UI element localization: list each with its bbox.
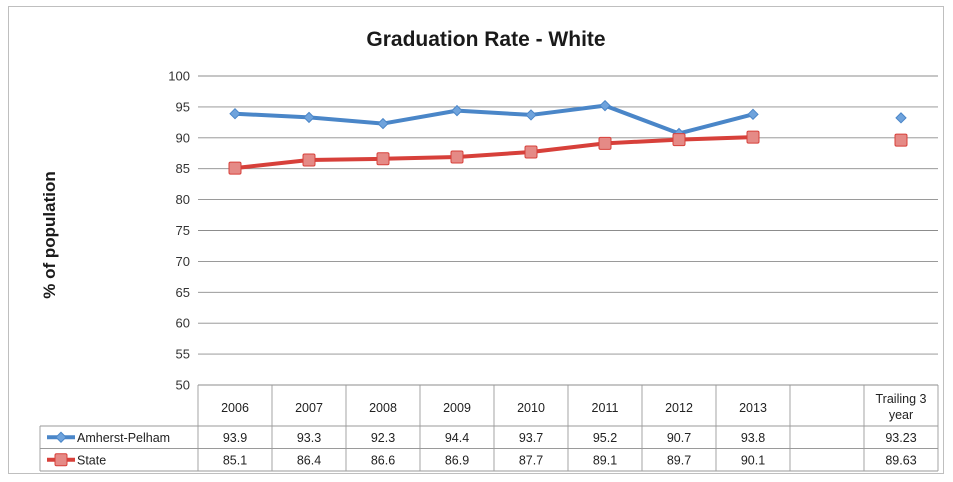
legend-label: State [77, 453, 106, 467]
series-marker [302, 153, 316, 167]
x-category-label: 2013 [739, 401, 767, 415]
data-table-value: 86.6 [371, 453, 395, 467]
data-table-value: 89.7 [667, 453, 691, 467]
series-marker [525, 109, 537, 121]
chart-frame: Graduation Rate - White % of population … [8, 6, 944, 474]
data-table: 2006 2007 2008 2009 2010 2011 2012 2013 Trailing… [39, 385, 939, 472]
line-chart: Graduation Rate - White % of population … [39, 28, 939, 472]
y-tick-label: 70 [176, 254, 190, 269]
x-category-label: 2009 [443, 401, 471, 415]
x-category-label: 2011 [592, 401, 619, 415]
series-marker [672, 133, 686, 147]
x-category-label: 2012 [665, 401, 693, 415]
series-marker [598, 136, 612, 150]
data-table-value: 93.8 [741, 431, 765, 445]
series-marker [747, 108, 759, 121]
y-tick-label: 55 [176, 347, 190, 362]
y-axis-label: % of population [40, 171, 59, 298]
series-lines [228, 99, 908, 175]
series-marker [55, 431, 67, 443]
data-table-value: 90.7 [667, 431, 691, 445]
data-table-value: 86.4 [297, 453, 321, 467]
data-table-value: 85.1 [223, 453, 247, 467]
x-category-label: 2010 [517, 401, 545, 415]
data-table-value: 90.1 [741, 453, 765, 467]
series-marker [54, 453, 68, 467]
data-table-value: 93.9 [223, 431, 247, 445]
y-tick-label: 75 [176, 223, 190, 238]
y-tick-label: 95 [176, 99, 190, 114]
series-marker [450, 150, 464, 164]
data-table-value: 93.7 [519, 431, 543, 445]
x-category-label: 2007 [295, 401, 323, 415]
series-marker [228, 161, 242, 175]
series-state [228, 130, 908, 175]
legend-label: Amherst-Pelham [77, 431, 170, 445]
series-line [233, 103, 755, 136]
series-marker [377, 117, 389, 130]
data-table-value: 89.63 [885, 453, 916, 467]
x-category-label: year [889, 408, 913, 422]
y-axis-ticks: 50 55 60 65 70 75 80 85 90 95 100 [168, 69, 190, 393]
series-marker [376, 152, 390, 166]
data-table-value: 89.1 [593, 453, 617, 467]
y-tick-label: 85 [176, 161, 190, 176]
x-category-label: 2008 [369, 401, 397, 415]
series-marker [524, 145, 538, 159]
y-tick-label: 100 [168, 69, 190, 84]
chart-title: Graduation Rate - White [366, 28, 605, 51]
y-tick-label: 60 [176, 316, 190, 331]
y-tick-label: 80 [176, 192, 190, 207]
series-marker [303, 111, 315, 124]
series-marker [895, 112, 907, 124]
y-tick-label: 90 [176, 130, 190, 145]
data-table-value: 86.9 [445, 453, 469, 467]
y-tick-label: 65 [176, 285, 190, 300]
data-table-value: 87.7 [519, 453, 543, 467]
gridlines [198, 75, 938, 386]
x-category-label: 2006 [221, 401, 249, 415]
data-table-value: 93.3 [297, 431, 321, 445]
data-table-value: 94.4 [445, 431, 469, 445]
y-tick-label: 50 [176, 378, 190, 393]
data-table-value: 95.2 [593, 431, 617, 445]
series-marker [599, 99, 611, 112]
series-marker [229, 107, 241, 120]
series-amherst-pelham [229, 99, 907, 140]
series-marker [894, 133, 908, 147]
series-marker [451, 104, 463, 117]
x-category-label: Trailing 3 [876, 392, 927, 406]
data-table-value: 93.23 [885, 431, 916, 445]
series-line [233, 135, 755, 171]
series-marker [746, 130, 760, 144]
data-table-value: 92.3 [371, 431, 395, 445]
